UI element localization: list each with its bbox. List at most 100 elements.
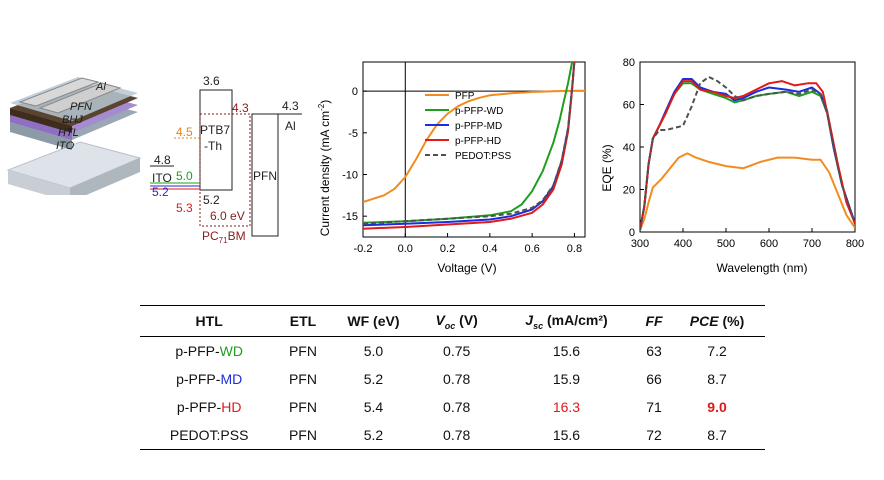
cell-wf: 5.2	[363, 371, 384, 387]
jv-chart: -0.2 0.0 0.2 0.4 0.6 0.8 0 -5 -10 -15 PFP p-PFP-WD p…	[317, 61, 586, 275]
cell-pce: 8.7	[669, 421, 765, 450]
cell-wf: 5.4	[363, 399, 384, 415]
ptb7-label-2: -Th	[204, 139, 222, 153]
header-pce: PCE (%)	[669, 305, 765, 337]
legend-entry: PFP	[455, 91, 475, 102]
cell-voc: 0.75	[443, 343, 471, 359]
bhj-front	[10, 108, 72, 133]
series-line-pedot-pss	[363, 62, 576, 225]
al-pad-1	[38, 82, 122, 114]
cell-voc: 0.78	[419, 421, 494, 450]
x-tick-label: -0.2	[354, 243, 373, 255]
ptb7-homo-value: 5.2	[203, 193, 220, 207]
cell-htl: p-PFP-WD	[175, 343, 243, 359]
x-tick-label: 400	[674, 238, 692, 250]
cell-etl: PFN	[288, 371, 317, 387]
y-tick-label: 0	[352, 86, 358, 98]
y-tick-label: 80	[623, 57, 635, 69]
cell-pce: 9.0	[707, 399, 727, 415]
header-jsc: Jsc (mA/cm²)	[493, 305, 639, 337]
cell-ff: 63	[646, 343, 662, 359]
cell-jsc: 15.6	[493, 421, 639, 450]
header-etl: ETL	[278, 305, 328, 337]
cell-ff: 72	[638, 421, 670, 450]
jv-x-axis-label: Voltage (V)	[437, 261, 496, 275]
cell-htl: p-PFP-HD	[176, 399, 242, 415]
series-line-p-pfp-wd	[640, 82, 855, 231]
cell-wf: 5.0	[363, 343, 384, 359]
cell-etl: PFN	[278, 421, 328, 450]
header-wf: WF (eV)	[327, 305, 420, 337]
al-pad-2	[18, 77, 100, 107]
cell-jsc: 16.3	[552, 399, 581, 415]
left-level-value: 4.5	[176, 125, 193, 139]
table-row: p-PFP-HD PFN 5.4 0.78 16.3 71 9.0	[140, 393, 765, 421]
results-table: HTL ETL WF (eV) Voc (V) Jsc (mA/cm²) FF …	[140, 305, 765, 450]
x-tick-label: 0.2	[440, 243, 455, 255]
device-label-al: Al	[95, 81, 106, 93]
ito-label: ITO	[152, 171, 172, 185]
series-line-p-pfp-hd	[640, 80, 855, 231]
cell-pce: 7.2	[707, 343, 727, 359]
table-header-row: HTL ETL WF (eV) Voc (V) Jsc (mA/cm²) FF …	[140, 305, 765, 337]
md-level-value: 5.2	[152, 185, 169, 199]
ito-front	[10, 122, 72, 150]
pc71bm-lumo-value: 4.3	[232, 101, 249, 115]
x-tick-label: 0.0	[398, 243, 413, 255]
series-line-pfp	[363, 89, 585, 203]
cell-pce: 8.7	[707, 371, 727, 387]
table-row: PEDOT:PSS PFN 5.2 0.78 15.6 72 8.7	[140, 421, 765, 450]
legend-entry: PEDOT:PSS	[455, 151, 511, 162]
al-label: Al	[285, 119, 296, 133]
cell-htl: PEDOT:PSS	[140, 421, 279, 450]
cell-ff: 66	[646, 371, 662, 387]
y-tick-label: 60	[623, 100, 635, 112]
y-tick-label: -15	[342, 211, 358, 223]
cell-voc: 0.78	[443, 399, 471, 415]
htl-front	[10, 115, 72, 140]
plot-frame	[639, 61, 856, 233]
cell-htl: p-PFP-MD	[176, 371, 243, 387]
series-line-pfp	[640, 152, 855, 231]
x-tick-label: 700	[803, 238, 821, 250]
device-label-pfn: PFN	[70, 101, 92, 113]
cell-ff: 71	[646, 399, 662, 415]
header-ff: FF	[638, 305, 670, 337]
table-row: p-PFP-WD PFN 5.0 0.75 15.6 63 7.2	[140, 337, 765, 366]
legend-entry: p-PFP-WD	[455, 106, 503, 117]
cell-etl: PFN	[288, 343, 317, 359]
al-value: 4.3	[282, 99, 299, 113]
series-line-p-pfp-hd	[363, 62, 576, 230]
eqe-chart: 300 400 500 600 700 800 0 20 40 60 80 Wavelength (…	[600, 57, 864, 275]
ptb7-lumo-value: 3.6	[203, 74, 220, 88]
ito-value: 4.8	[154, 153, 171, 167]
device-label-bhj: BHJ	[62, 114, 83, 126]
substrate-side	[70, 158, 140, 195]
energy-diagram: 3.6 PTB7 -Th 5.2 4.5 4.3 6.0 eV PC71BM P…	[150, 74, 302, 245]
table-row: p-PFP-MD PFN 5.2 0.78 15.9 66 8.7	[140, 365, 765, 393]
x-tick-label: 0.4	[482, 243, 497, 255]
pc71bm-homo-value: 6.0 eV	[210, 209, 245, 223]
cell-jsc: 15.6	[552, 343, 581, 359]
wd-level-value: 5.0	[176, 169, 193, 183]
ptb7-label-1: PTB7	[200, 123, 230, 137]
cell-voc: 0.78	[443, 371, 471, 387]
hd-level-value: 5.3	[176, 201, 193, 215]
header-htl: HTL	[140, 305, 279, 337]
pc71bm-box	[199, 113, 251, 227]
device-label-htl: HTL	[58, 127, 79, 139]
y-tick-label: 0	[629, 227, 635, 239]
pc71bm-label: PC71BM	[202, 229, 246, 245]
x-tick-label: 0.6	[524, 243, 539, 255]
cell-wf: 5.2	[327, 421, 420, 450]
y-tick-label: 40	[623, 142, 635, 154]
y-tick-label: 20	[623, 185, 635, 197]
legend-entry: p-PFP-HD	[455, 136, 501, 147]
x-tick-label: 500	[717, 238, 735, 250]
substrate-front	[8, 170, 70, 195]
plot-frame	[362, 61, 586, 238]
cell-etl: PFN	[288, 399, 317, 415]
eqe-x-axis-label: Wavelength (nm)	[717, 261, 808, 275]
y-tick-label: -10	[342, 170, 358, 182]
legend-entry: p-PFP-MD	[455, 121, 502, 132]
